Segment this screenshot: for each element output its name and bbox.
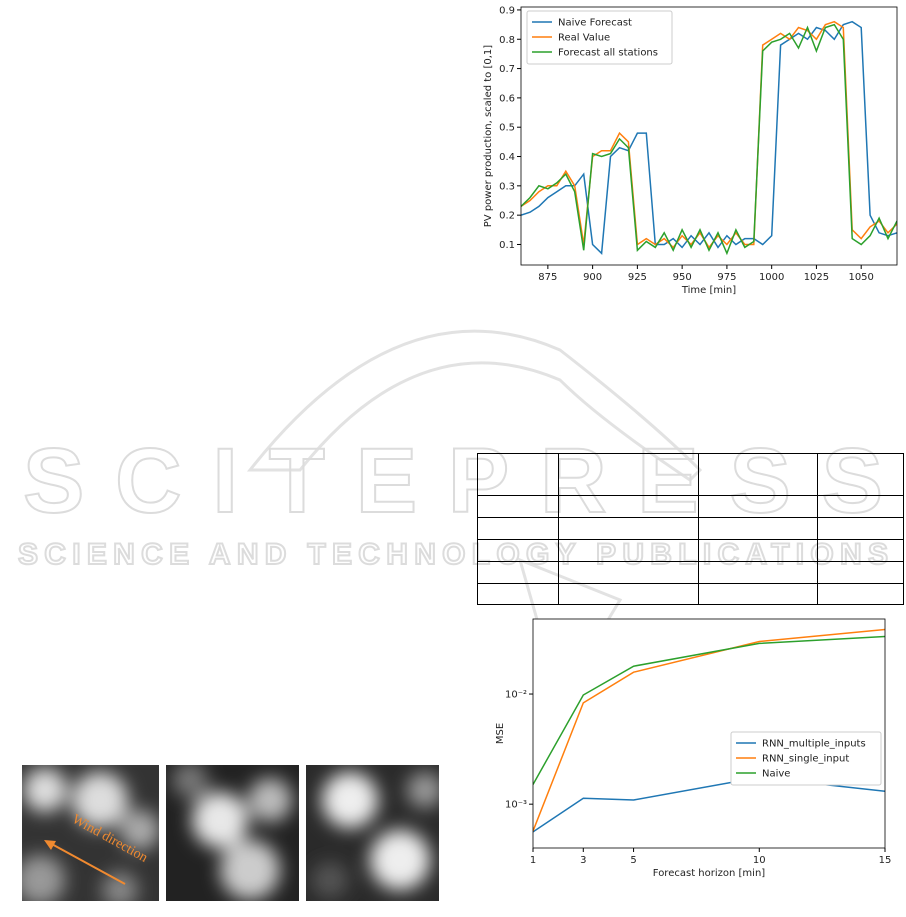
watermark-logo [246,329,703,482]
y-tick-label: 0.3 [499,181,515,192]
wind-arrow [47,841,126,885]
x-axis-label: Time [min] [681,285,736,296]
x-tick-label: 900 [583,272,602,283]
y-tick-label: 0.4 [499,152,515,163]
image-cloud-2 [166,765,299,901]
y-tick-label: 0.8 [499,35,515,46]
x-tick-label: 925 [628,272,647,283]
y-tick-label: 0.5 [499,123,515,134]
x-tick-label: 875 [538,272,557,283]
series-line [521,20,897,255]
x-tick-label: 1 [530,855,536,866]
series-line [533,635,885,785]
x-tick-label: 10 [753,855,766,866]
y-tick-label: 10⁻³ [505,800,527,811]
series-line [533,628,885,832]
wind-arrowhead [44,840,56,850]
y-axis-label: PV power production, scaled to [0,1] [483,45,494,228]
legend-label: Naive Forecast [558,18,632,29]
x-tick-label: 5 [630,855,636,866]
plot-frame [520,6,898,266]
y-tick-label: 10⁻² [505,690,527,701]
legend-label: Real Value [558,33,610,44]
y-tick-label: 0.1 [499,240,515,251]
y-tick-label: 0.6 [499,93,515,104]
series-line [521,23,897,256]
watermark-subtitle: SCIENCE AND TECHNOLOGY PUBLICATIONS [18,538,888,571]
y-tick-label: 0.9 [499,5,515,16]
legend-label: Naive [762,769,790,780]
image-cloud-3 [306,765,439,901]
x-tick-label: 975 [717,272,736,283]
x-tick-label: 1025 [804,272,829,283]
plot-frame [532,618,886,849]
x-tick-label: 1000 [759,272,784,283]
y-tick-label: 0.2 [499,211,515,222]
legend-label: RNN_multiple_inputs [762,739,866,750]
legend-box [526,10,673,65]
image-cloud-1 [22,765,159,901]
x-tick-label: 950 [673,272,692,283]
legend-label: RNN_single_input [762,754,849,765]
x-axis-label: Forecast horizon [min] [653,868,765,879]
table-border [477,453,904,605]
watermark-title: SCITEPRESS [23,430,883,532]
legend-label: Forecast all stations [558,48,658,59]
x-tick-label: 3 [580,855,586,866]
x-tick-label: 1050 [848,272,873,283]
legend-box [730,731,882,786]
y-tick-label: 0.7 [499,64,515,75]
x-tick-label: 15 [879,855,892,866]
table [477,453,904,605]
watermark: SCITEPRESS SCIENCE AND TECHNOLOGY PUBLIC… [17,329,889,704]
y-axis-label: MSE [495,723,506,744]
